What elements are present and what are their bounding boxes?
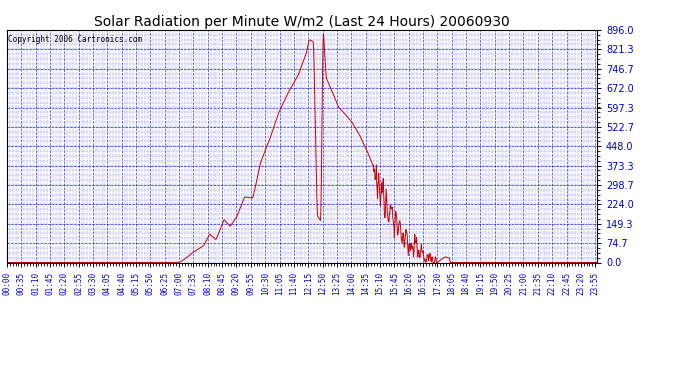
Title: Solar Radiation per Minute W/m2 (Last 24 Hours) 20060930: Solar Radiation per Minute W/m2 (Last 24… xyxy=(94,15,510,29)
Text: Copyright 2006 Cartronics.com: Copyright 2006 Cartronics.com xyxy=(8,34,142,44)
